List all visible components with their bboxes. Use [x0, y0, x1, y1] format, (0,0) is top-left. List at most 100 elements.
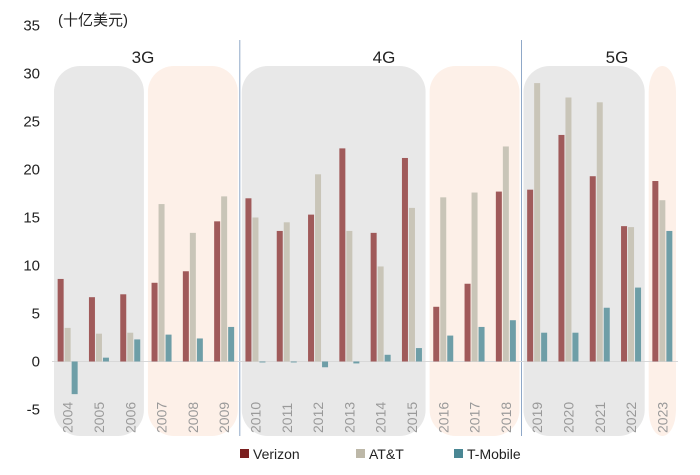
bar-t-mobile-2008 [196, 338, 203, 362]
bar-at-t-2019 [534, 83, 541, 362]
x-tick-label: 2020 [560, 402, 576, 433]
group-panel-4 [523, 66, 645, 436]
y-tick-label: 5 [32, 306, 40, 323]
y-tick-label: 20 [23, 162, 40, 179]
x-tick-label: 2019 [529, 402, 545, 433]
x-tick-label: 2022 [623, 402, 639, 433]
bar-verizon-2009 [214, 221, 221, 362]
legend-label-verizon: Verizon [253, 446, 300, 462]
bar-t-mobile-2005 [102, 357, 109, 362]
x-tick-label: 2021 [592, 402, 608, 433]
era-label-4g: 4G [373, 48, 396, 67]
bar-at-t-2009 [221, 196, 228, 362]
unit-label: (十亿美元) [58, 12, 128, 29]
bar-at-t-2014 [377, 266, 384, 362]
bar-verizon-2010 [245, 198, 252, 362]
y-tick-label: 30 [23, 66, 40, 83]
bar-verizon-2007 [151, 282, 158, 362]
bar-t-mobile-2015 [415, 348, 422, 362]
bar-at-t-2016 [440, 197, 447, 362]
bar-t-mobile-2016 [447, 335, 454, 362]
bar-at-t-2017 [471, 192, 478, 362]
bar-t-mobile-2013 [353, 361, 360, 364]
legend-swatch-at-t [356, 449, 365, 458]
bar-verizon-2008 [182, 271, 189, 362]
x-tick-label: 2010 [247, 402, 263, 433]
y-tick-label: 0 [32, 354, 40, 371]
x-tick-label: 2005 [91, 402, 107, 433]
x-tick-label: 2006 [122, 402, 138, 433]
bar-t-mobile-2019 [541, 332, 548, 362]
bar-verizon-2014 [370, 232, 377, 362]
bar-t-mobile-2011 [290, 361, 297, 363]
bar-at-t-2006 [127, 332, 134, 362]
bar-t-mobile-2018 [509, 320, 516, 362]
legend-label-t-mobile: T-Mobile [467, 446, 521, 462]
bar-verizon-2005 [88, 297, 95, 362]
y-tick-label: 10 [23, 258, 40, 275]
era-label-3g: 3G [132, 48, 155, 67]
bar-at-t-2010 [252, 217, 259, 362]
x-tick-label: 2015 [404, 402, 420, 433]
bar-t-mobile-2010 [259, 361, 266, 363]
bar-at-t-2015 [408, 207, 415, 362]
x-tick-label: 2009 [216, 402, 232, 433]
bar-verizon-2021 [589, 176, 596, 362]
legend-swatch-verizon [240, 449, 249, 458]
bar-verizon-2022 [621, 226, 628, 362]
bar-verizon-2019 [527, 189, 534, 362]
bar-at-t-2005 [95, 333, 102, 362]
x-tick-label: 2007 [154, 402, 170, 433]
y-tick-label: -5 [27, 402, 40, 419]
bar-verizon-2023 [652, 181, 659, 362]
bar-t-mobile-2021 [603, 307, 610, 362]
bar-at-t-2004 [64, 327, 71, 362]
bar-t-mobile-2017 [478, 326, 485, 362]
bar-verizon-2020 [558, 134, 565, 362]
bar-at-t-2021 [596, 102, 603, 362]
x-tick-label: 2013 [341, 402, 357, 433]
bar-t-mobile-2014 [384, 354, 391, 362]
bar-at-t-2013 [346, 230, 353, 362]
group-panel-2 [241, 66, 426, 436]
bar-t-mobile-2007 [165, 334, 172, 362]
bar-t-mobile-2012 [322, 361, 329, 368]
bar-t-mobile-2004 [71, 361, 78, 395]
bar-verizon-2013 [339, 148, 346, 362]
bar-verizon-2012 [308, 214, 315, 362]
bar-verizon-2011 [276, 230, 283, 362]
x-tick-label: 2008 [185, 402, 201, 433]
x-tick-label: 2004 [60, 402, 76, 433]
x-tick-label: 2023 [654, 402, 670, 433]
bar-verizon-2017 [464, 283, 471, 362]
x-tick-label: 2011 [279, 403, 295, 433]
x-tick-label: 2012 [310, 402, 326, 433]
bar-t-mobile-2009 [228, 326, 235, 362]
bar-at-t-2007 [158, 204, 165, 362]
group-panel-0 [54, 66, 144, 436]
bar-at-t-2018 [502, 146, 509, 362]
bar-t-mobile-2023 [666, 230, 673, 362]
bar-at-t-2012 [315, 174, 322, 362]
bar-t-mobile-2006 [134, 339, 141, 362]
x-tick-label: 2017 [467, 402, 483, 433]
bar-verizon-2004 [57, 278, 64, 362]
legend-swatch-t-mobile [454, 449, 463, 458]
bar-verizon-2006 [120, 294, 127, 362]
bar-at-t-2022 [628, 227, 635, 362]
bar-t-mobile-2022 [635, 287, 642, 362]
bar-t-mobile-2020 [572, 332, 579, 362]
y-tick-label: 25 [23, 114, 40, 131]
bar-at-t-2023 [659, 200, 666, 362]
x-tick-label: 2014 [373, 402, 389, 433]
era-label-5g: 5G [606, 48, 629, 67]
x-tick-label: 2016 [435, 402, 451, 433]
bar-at-t-2011 [283, 222, 290, 362]
legend-label-at-t: AT&T [369, 446, 404, 462]
bar-at-t-2008 [189, 232, 196, 362]
bar-at-t-2020 [565, 97, 572, 362]
y-tick-label: 35 [23, 18, 40, 35]
bar-verizon-2016 [433, 306, 440, 362]
x-tick-label: 2018 [498, 402, 514, 433]
